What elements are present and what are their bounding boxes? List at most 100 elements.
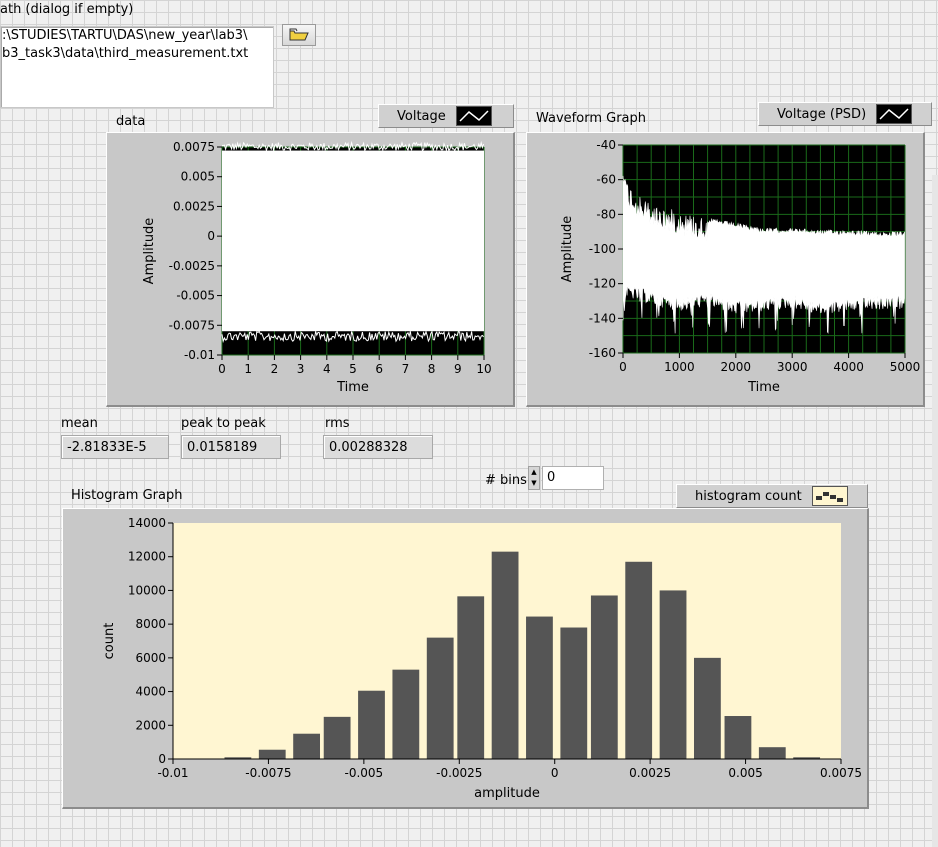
histogram-bar <box>426 637 454 759</box>
psd-graph[interactable]: -40 -60 -80 -100 -120 -140 -160 0 1000 2000 3000 40… <box>526 132 925 407</box>
histogram-bar <box>526 616 553 759</box>
histogram-bar <box>560 627 588 759</box>
data-x-tick-label: 1 <box>244 362 252 376</box>
data-x-tick-label: 8 <box>428 362 436 376</box>
psd-y-tick-label: -160 <box>589 346 616 360</box>
data-graph-legend[interactable]: Voltage <box>378 104 514 128</box>
histogram-x-tick-label: -0.0075 <box>245 766 291 780</box>
histogram-legend[interactable]: histogram count <box>676 484 868 508</box>
histogram-y-tick-label: 10000 <box>128 583 166 597</box>
histogram-y-tick-label: 12000 <box>128 550 166 564</box>
histogram-bar <box>491 551 519 759</box>
histogram-bar <box>258 749 286 759</box>
bar-plot-icon <box>811 486 848 506</box>
psd-y-tick-label: -120 <box>589 277 616 291</box>
psd-y-tick-label: -60 <box>596 173 616 187</box>
data-y-tick-label: -0.0025 <box>169 259 215 273</box>
increment-icon[interactable]: ▲ <box>531 468 537 476</box>
histogram-bar <box>358 690 385 759</box>
histogram-y-tick-label: 0 <box>158 752 166 766</box>
file-path-input[interactable]: :\STUDIES\TARTU\DAS\new_year\lab3\ b3_ta… <box>0 26 274 108</box>
histogram-bar <box>590 595 618 759</box>
histogram-bar <box>457 596 485 759</box>
psd-x-tick-label: 4000 <box>833 360 864 374</box>
data-x-tick-label: 5 <box>349 362 357 376</box>
histogram-bar <box>659 590 687 759</box>
psd-graph-label: Waveform Graph <box>536 111 646 126</box>
histogram-legend-label: histogram count <box>695 488 802 504</box>
line-plot-icon <box>876 104 913 124</box>
histogram-bar <box>625 561 653 759</box>
data-graph[interactable]: 0.0075 0.005 0.0025 0 -0.0025 -0.005 -0.0075 -0… <box>106 132 515 407</box>
data-x-tick-label: 9 <box>454 362 462 376</box>
data-y-tick-label: 0.0025 <box>173 199 215 213</box>
psd-x-tick-label: 3000 <box>777 360 808 374</box>
browse-folder-button[interactable] <box>282 24 316 46</box>
data-graph-label: data <box>116 114 146 129</box>
histogram-plot: 0 2000 4000 6000 8000 10000 12000 14000 -0.01 -0.… <box>102 516 862 801</box>
psd-y-tick-label: -80 <box>596 207 616 221</box>
histogram-y-tick-label: 14000 <box>128 516 166 530</box>
bins-spinner[interactable]: ▲ ▼ <box>528 466 540 490</box>
psd-graph-legend[interactable]: Voltage (PSD) <box>758 102 932 126</box>
data-x-tick-label: 2 <box>271 362 279 376</box>
psd-x-tick-label: 0 <box>619 360 627 374</box>
psd-y-tick-label: -140 <box>589 311 616 325</box>
histogram-x-tick-label: -0.0025 <box>436 766 482 780</box>
data-y-tick-label: 0 <box>207 229 215 243</box>
histogram-x-tick-label: 0.0025 <box>629 766 671 780</box>
vertical-scrollbar[interactable] <box>932 175 938 847</box>
data-y-tick-label: -0.005 <box>176 289 215 303</box>
file-path-label: ath (dialog if empty) <box>0 2 134 17</box>
histogram-y-axis-label: count <box>102 623 117 660</box>
histogram-graph-label: Histogram Graph <box>71 488 183 503</box>
bins-input[interactable]: 0 <box>542 466 604 490</box>
data-y-tick-label: 0.005 <box>181 170 215 184</box>
psd-graph-legend-label: Voltage (PSD) <box>777 106 867 122</box>
psd-x-axis-label: Time <box>747 380 780 395</box>
data-y-tick-label: 0.0075 <box>173 140 215 154</box>
file-path-line2: b3_task3\data\third_measurement.txt <box>2 46 249 61</box>
bins-label: # bins <box>485 473 527 488</box>
histogram-y-tick-label: 4000 <box>135 685 166 699</box>
data-x-axis-label: Time <box>336 380 369 395</box>
data-x-tick-label: 4 <box>323 362 331 376</box>
histogram-x-tick-label: 0 <box>551 766 559 780</box>
peak-to-peak-label: peak to peak <box>181 416 266 431</box>
mean-indicator: -2.81833E-5 <box>61 435 169 459</box>
histogram-bar <box>323 716 351 759</box>
histogram-bar <box>694 657 721 759</box>
voltage-signal-lower <box>221 330 484 344</box>
psd-y-axis-label: Amplitude <box>560 216 575 283</box>
voltage-signal-upper <box>221 140 485 153</box>
psd-x-tick-label: 1000 <box>664 360 695 374</box>
histogram-graph[interactable]: 0 2000 4000 6000 8000 10000 12000 14000 -0.01 -0.… <box>62 508 869 809</box>
data-graph-plot: 0.0075 0.005 0.0025 0 -0.0025 -0.005 -0.0075 -0… <box>142 140 492 395</box>
histogram-x-axis-label: amplitude <box>474 786 540 801</box>
folder-icon <box>289 28 309 41</box>
data-x-tick-label: 3 <box>297 362 305 376</box>
histogram-x-tick-label: 0.0075 <box>820 766 862 780</box>
histogram-x-tick-label: 0.005 <box>728 766 762 780</box>
mean-label: mean <box>61 416 98 431</box>
histogram-bar <box>724 716 752 759</box>
histogram-y-tick-label: 2000 <box>135 718 166 732</box>
data-y-tick-label: -0.01 <box>184 348 215 362</box>
data-x-tick-label: 6 <box>375 362 383 376</box>
psd-y-tick-label: -40 <box>596 138 616 152</box>
data-x-tick-label: 0 <box>218 362 226 376</box>
file-path-line1: :\STUDIES\TARTU\DAS\new_year\lab3\ <box>2 28 248 43</box>
histogram-bar <box>392 669 420 759</box>
data-y-axis-label: Amplitude <box>142 218 157 285</box>
data-y-tick-label: -0.0075 <box>169 318 215 332</box>
histogram-bar <box>293 733 320 759</box>
psd-x-tick-label: 5000 <box>890 360 921 374</box>
decrement-icon[interactable]: ▼ <box>531 479 537 487</box>
histogram-bar <box>758 747 786 759</box>
histogram-y-tick-label: 6000 <box>135 651 166 665</box>
rms-indicator: 0.00288328 <box>323 435 433 459</box>
data-graph-legend-label: Voltage <box>397 108 446 124</box>
data-x-tick-label: 10 <box>476 362 491 376</box>
psd-y-tick-label: -100 <box>589 242 616 256</box>
